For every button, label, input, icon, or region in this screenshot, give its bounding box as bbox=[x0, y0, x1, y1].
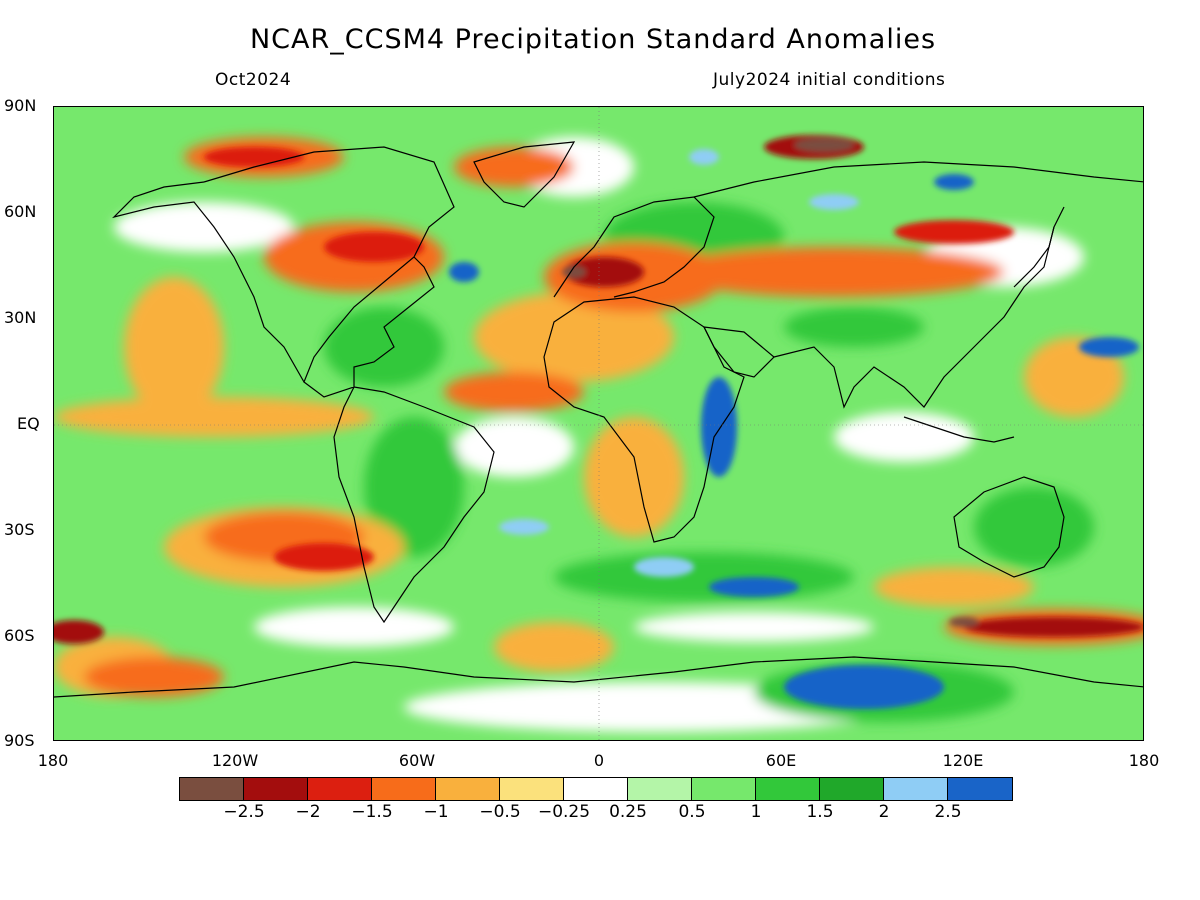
lon-label-0: 0 bbox=[593, 751, 605, 770]
colorbar-tick-label: 0.5 bbox=[678, 802, 706, 822]
colorbar-swatch bbox=[436, 778, 500, 800]
coastlines bbox=[54, 141, 1143, 698]
colorbar-tick-label: −0.25 bbox=[537, 802, 591, 822]
colorbar-tick-label: −0.5 bbox=[479, 802, 521, 822]
lat-label-90n: 90N bbox=[4, 96, 37, 115]
colorbar-tick-label: 0.25 bbox=[609, 802, 647, 822]
anomaly-field bbox=[54, 107, 1143, 740]
colorbar-swatch bbox=[372, 778, 436, 800]
colorbar-swatch bbox=[692, 778, 756, 800]
valid-month-label: Oct2024 bbox=[215, 70, 292, 90]
anomaly-map bbox=[53, 106, 1144, 741]
init-conditions-label: July2024 initial conditions bbox=[713, 70, 946, 90]
colorbar-swatch bbox=[308, 778, 372, 800]
colorbar-tick-label: −2.5 bbox=[223, 802, 265, 822]
colorbar-tick-label: −1.5 bbox=[351, 802, 393, 822]
lon-label-120w: 120W bbox=[211, 751, 259, 770]
lat-label-30n: 30N bbox=[4, 308, 37, 327]
lon-label-120e: 120E bbox=[942, 751, 984, 770]
lat-label-eq: EQ bbox=[17, 414, 40, 433]
colorbar-swatch bbox=[628, 778, 692, 800]
colorbar-tick-label: −2 bbox=[295, 802, 321, 822]
colorbar-tick-label: −1 bbox=[423, 802, 449, 822]
lon-label-60w: 60W bbox=[398, 751, 436, 770]
colorbar-swatch bbox=[948, 778, 1012, 800]
map-title: NCAR_CCSM4 Precipitation Standard Anomal… bbox=[249, 24, 937, 55]
lat-label-60n: 60N bbox=[4, 202, 37, 221]
colorbar-tick-label: 1 bbox=[750, 802, 762, 822]
colorbar-swatch bbox=[820, 778, 884, 800]
colorbar-swatch bbox=[884, 778, 948, 800]
lon-label-60e: 60E bbox=[765, 751, 797, 770]
colorbar-swatch bbox=[180, 778, 244, 800]
colorbar-swatch bbox=[244, 778, 308, 800]
colorbar bbox=[179, 777, 1013, 801]
colorbar-swatch bbox=[756, 778, 820, 800]
colorbar-tick-label: 2 bbox=[878, 802, 890, 822]
lon-label-180w: 180 bbox=[37, 751, 69, 770]
lat-label-60s: 60S bbox=[4, 626, 35, 645]
lon-label-180e: 180 bbox=[1128, 751, 1160, 770]
lat-label-90s: 90S bbox=[4, 731, 35, 750]
colorbar-tick-label: 2.5 bbox=[934, 802, 962, 822]
lat-label-30s: 30S bbox=[4, 520, 35, 539]
colorbar-swatch bbox=[564, 778, 628, 800]
colorbar-swatch bbox=[500, 778, 564, 800]
colorbar-tick-label: 1.5 bbox=[806, 802, 834, 822]
